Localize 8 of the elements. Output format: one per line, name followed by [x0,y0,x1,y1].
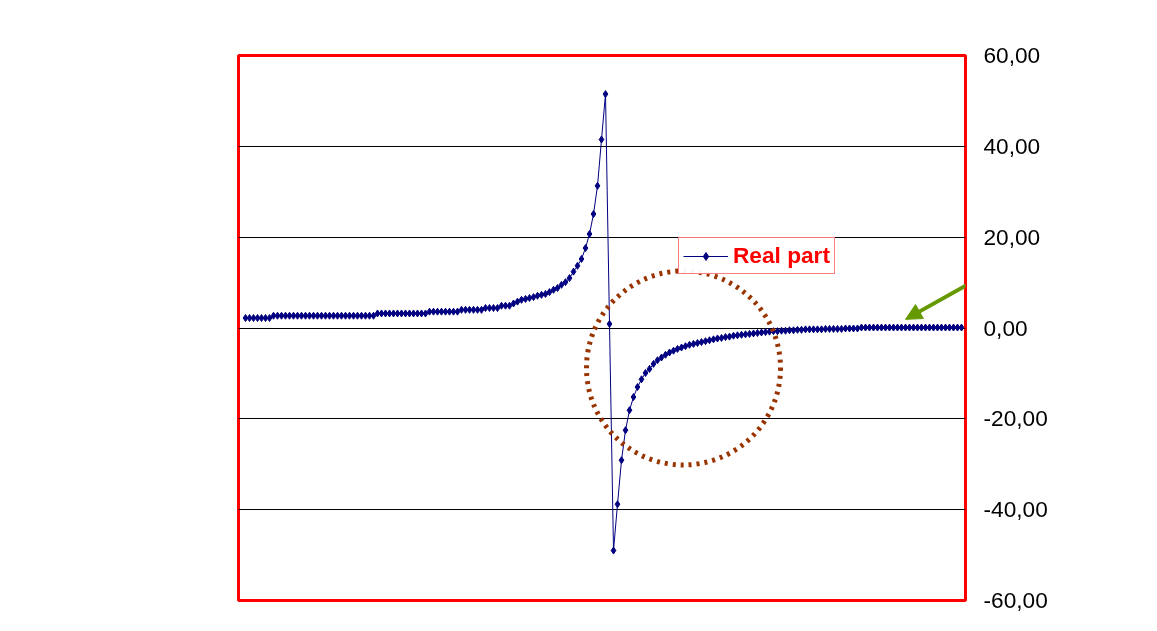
y-tick-label: 0,00 [983,314,1028,341]
legend-label: Real part [733,242,830,269]
y-tick-label: 40,00 [983,132,1041,159]
y-tick-label: -20,00 [983,405,1048,432]
y-tick-label: -40,00 [983,496,1048,523]
y-tick-label: -60,00 [983,587,1048,613]
y-tick-label: 20,00 [983,223,1041,250]
y-tick-label: 60,00 [983,42,1041,68]
